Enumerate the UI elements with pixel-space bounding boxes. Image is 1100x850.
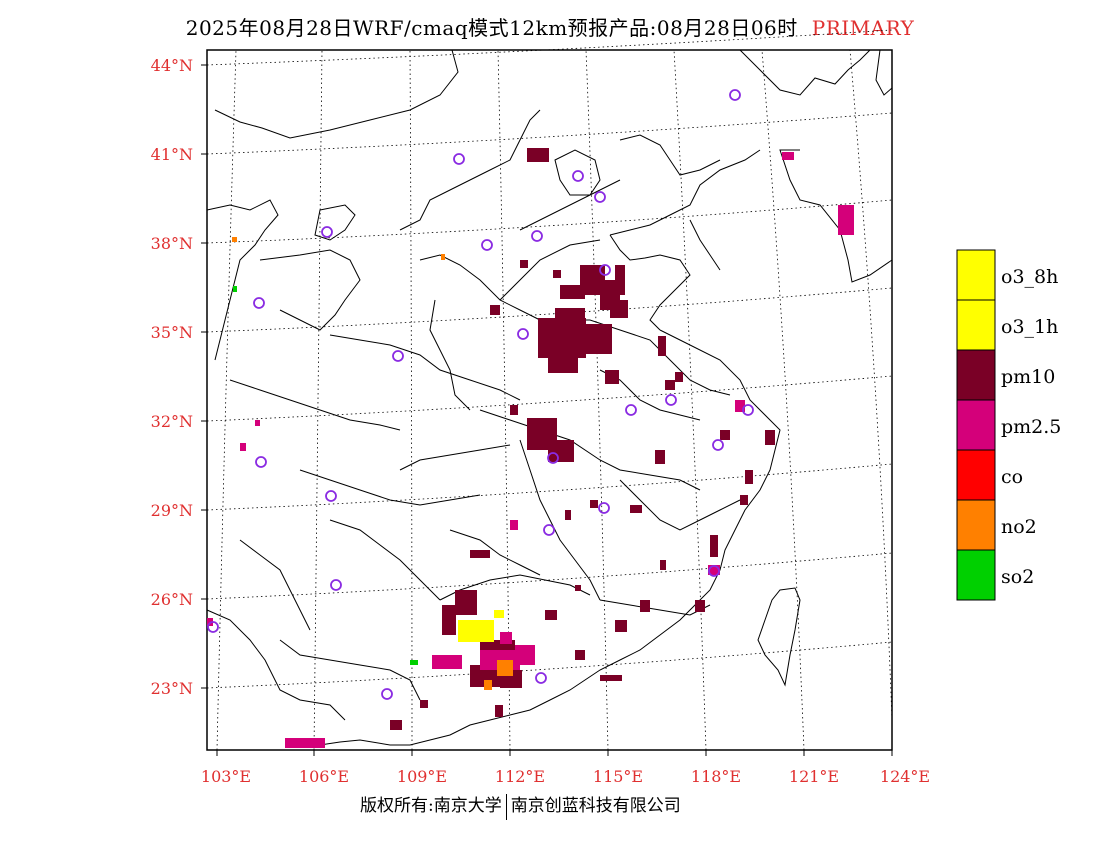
lat-label: 23°N (151, 679, 193, 698)
boundaries (206, 49, 893, 746)
monitoring-stations (207, 89, 754, 700)
axis-ticks (201, 64, 893, 756)
lat-label: 38°N (151, 234, 193, 253)
legend-label: o3_8h (1001, 266, 1058, 288)
legend-label: co (1001, 466, 1023, 488)
lon-label: 106°E (299, 767, 349, 786)
map-frame (206, 49, 893, 751)
legend-swatch-o3-1h (956, 299, 996, 351)
footer-divider (505, 793, 507, 820)
legend-swatch-pm10 (956, 349, 996, 401)
lon-label: 112°E (495, 767, 545, 786)
lon-label: 118°E (691, 767, 741, 786)
lat-label: 44°N (151, 56, 193, 75)
legend: o3_8h o3_1h pm10 pm2.5 co no2 so2 (956, 249, 1061, 601)
legend-label: no2 (1001, 516, 1037, 538)
legend-label: o3_1h (1001, 316, 1058, 338)
lat-label: 29°N (151, 501, 193, 520)
company-text: 南京创蓝科技有限公司 (510, 796, 681, 816)
footer: 版权所有:南京大学 南京创蓝科技有限公司 (360, 791, 681, 820)
legend-swatch-pm25 (956, 399, 996, 451)
legend-swatch-no2 (956, 499, 996, 551)
no2-cells (232, 237, 513, 690)
lon-label: 103°E (201, 767, 251, 786)
legend-swatch-o3-8h (956, 249, 996, 301)
legend-swatch-co (956, 449, 996, 501)
legend-label: pm10 (1001, 366, 1055, 388)
so2-cells (233, 286, 418, 665)
legend-label: so2 (1001, 566, 1034, 588)
copyright-text: 版权所有:南京大学 (360, 796, 502, 816)
lat-label: 32°N (151, 412, 193, 431)
lat-label: 26°N (151, 590, 193, 609)
primary-tag: PRIMARY (811, 16, 915, 40)
lat-labels: 44°N 41°N 38°N 35°N 32°N 29°N 26°N 23°N (151, 56, 193, 698)
lon-label: 109°E (397, 767, 447, 786)
legend-label: pm2.5 (1001, 416, 1061, 438)
lon-labels: 103°E 106°E 109°E 112°E 115°E 118°E 121°… (201, 767, 930, 786)
lat-label: 41°N (151, 145, 193, 164)
lon-label: 121°E (789, 767, 839, 786)
lon-label: 124°E (880, 767, 930, 786)
lat-label: 35°N (151, 323, 193, 342)
legend-swatch-so2 (956, 549, 996, 601)
o3-cells (458, 610, 504, 642)
map-title: 2025年08月28日WRF/cmaq模式12km预报产品:08月28日06时 P… (0, 12, 1100, 41)
title-text: 2025年08月28日WRF/cmaq模式12km预报产品:08月28日06时 (185, 16, 798, 40)
lon-label: 115°E (593, 767, 643, 786)
graticule (206, 29, 893, 751)
